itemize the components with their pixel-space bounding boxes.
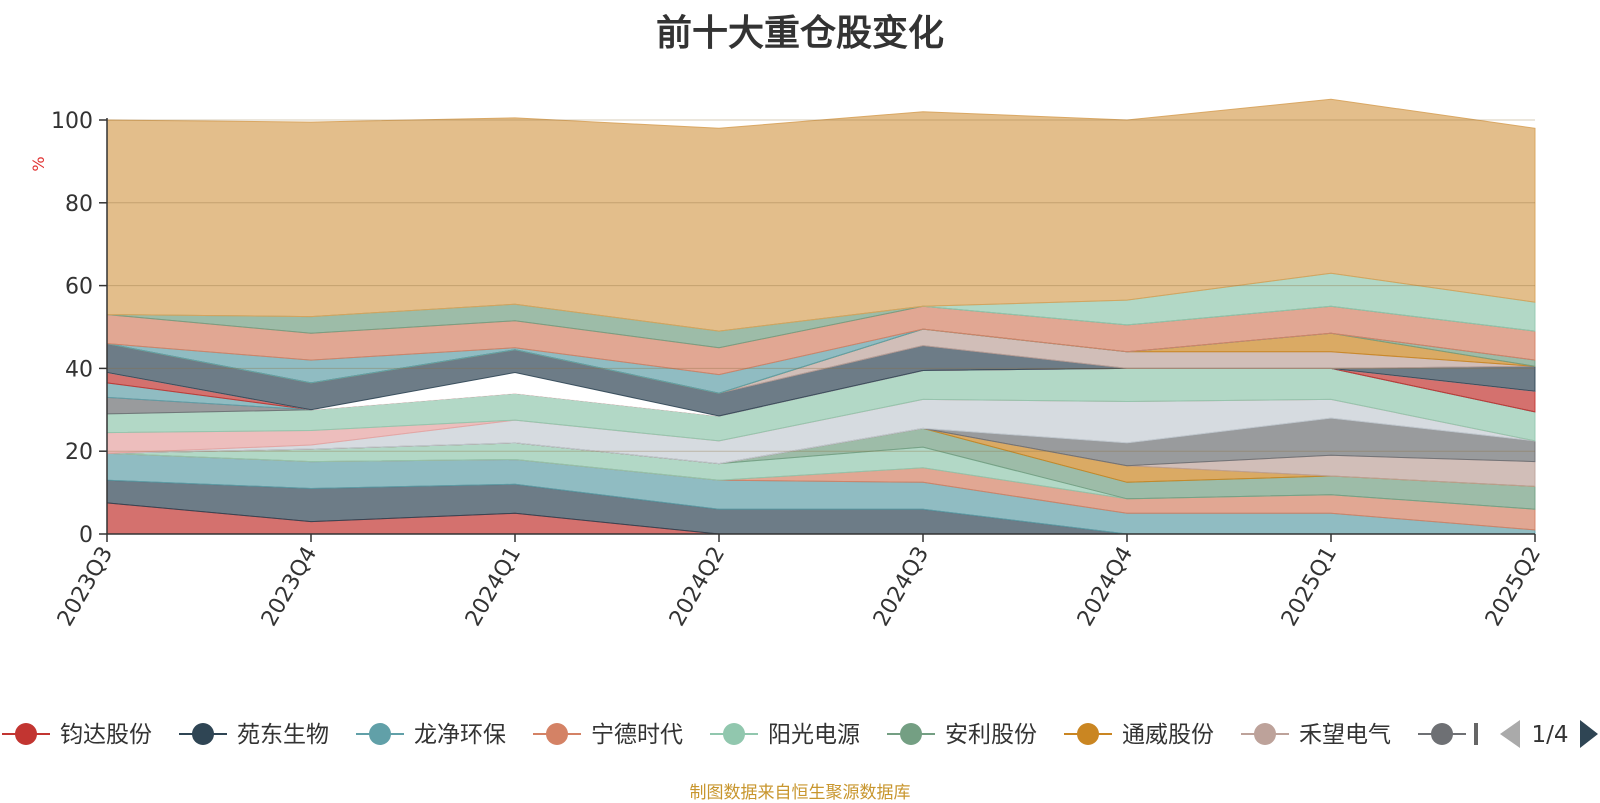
legend-label: 龙净环保	[414, 722, 506, 748]
legend-marker	[369, 723, 391, 745]
legend-label: 安利股份	[945, 722, 1037, 748]
legend-prev-icon[interactable]	[1500, 720, 1520, 748]
legend-marker	[723, 723, 745, 745]
legend-item[interactable]: 宁德时代	[533, 722, 683, 748]
legend-item[interactable]: 通威股份	[1064, 722, 1214, 748]
x-tick-label: 2024Q3	[869, 543, 934, 631]
y-tick-label: 100	[51, 109, 93, 134]
source-note: 制图数据来自恒生聚源数据库	[689, 783, 911, 803]
legend-item[interactable]: 钧达股份	[2, 722, 152, 748]
legend-marker	[1431, 723, 1453, 745]
x-tick-label: 2024Q1	[461, 543, 526, 631]
legend-item[interactable]: 苑东生物	[179, 722, 329, 748]
x-tick-label: 2024Q2	[665, 543, 730, 631]
legend-marker	[192, 723, 214, 745]
legend-page-indicator: 1/4	[1531, 722, 1568, 748]
legend-label: 通威股份	[1122, 722, 1214, 748]
legend-marker	[900, 723, 922, 745]
legend-label: 苑东生物	[237, 722, 329, 748]
legend-item[interactable]: 禾望电气	[1241, 722, 1391, 748]
y-tick-label: 0	[79, 523, 93, 548]
chart-title: 前十大重仓股变化	[655, 13, 944, 54]
legend-marker	[1077, 723, 1099, 745]
legend-item[interactable]: 安利股份	[887, 722, 1037, 748]
legend-item[interactable]: 龙净环保	[356, 722, 506, 748]
x-tick-label: 2025Q1	[1277, 543, 1342, 631]
y-tick-label: 20	[65, 440, 93, 465]
y-tick-label: 40	[65, 357, 93, 382]
legend-item[interactable]: 阳光电源	[710, 722, 860, 748]
x-tick-label: 2025Q2	[1481, 543, 1546, 631]
y-axis-label: %	[29, 156, 48, 171]
legend-label: 禾望电气	[1299, 722, 1391, 748]
legend-label: 阳光电源	[768, 722, 860, 748]
area-series-25[interactable]	[106, 98, 1536, 332]
legend-label: 宁德时代	[591, 722, 683, 748]
legend-marker	[1254, 723, 1276, 745]
legend-label-clipped	[1474, 723, 1478, 745]
legend-item[interactable]	[1418, 723, 1478, 745]
x-tick-label: 2023Q3	[53, 543, 118, 631]
y-tick-label: 80	[65, 192, 93, 217]
legend-marker	[15, 723, 37, 745]
x-tick-label: 2023Q4	[257, 543, 322, 631]
x-tick-label: 2024Q4	[1073, 543, 1138, 631]
legend-next-icon[interactable]	[1580, 720, 1598, 748]
legend-label: 钧达股份	[60, 722, 152, 748]
y-tick-label: 60	[65, 275, 93, 300]
legend-marker	[546, 723, 568, 745]
